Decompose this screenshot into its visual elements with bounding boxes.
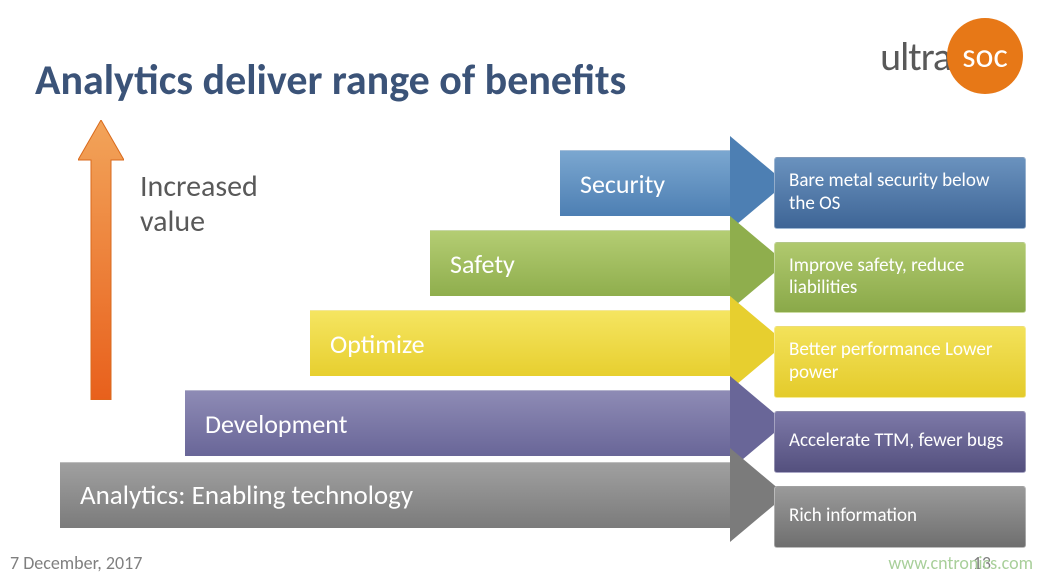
benefit-box-1: Improve safety, reduce liabilities (774, 242, 1026, 314)
stair-label: Safety (450, 248, 515, 280)
stair-label: Security (580, 168, 665, 200)
logo-text-left: ultra (880, 32, 951, 81)
benefit-text: Bare metal security below the OS (789, 170, 1011, 216)
benefit-box-2: Better performance Lower power (774, 326, 1026, 398)
footer-url: www.cntronics.com (888, 552, 1033, 574)
logo-text-circle: soc (962, 36, 1008, 77)
stair-body: Safety (430, 230, 730, 296)
stair-body: Security (560, 150, 730, 216)
page-title: Analytics deliver range of benefits (35, 55, 626, 106)
benefit-box-3: Accelerate TTM, fewer bugs (774, 411, 1026, 473)
benefit-box-4: Rich information (774, 486, 1026, 548)
stair-label: Analytics: Enabling technology (80, 479, 413, 512)
footer-date: 7 December, 2017 (10, 552, 142, 574)
benefit-text: Accelerate TTM, fewer bugs (789, 430, 1003, 453)
stair-label: Development (205, 408, 347, 440)
stair-body: Analytics: Enabling technology (60, 462, 730, 528)
benefits-column: Bare metal security below the OS Improve … (774, 157, 1026, 548)
stair-body: Development (185, 390, 730, 456)
logo-circle: soc (947, 18, 1023, 94)
stair-level-4: Analytics: Enabling technology (60, 462, 786, 528)
benefit-text: Improve safety, reduce liabilities (789, 255, 1011, 301)
stair-level-1: Safety (430, 230, 786, 296)
stair-body: Optimize (310, 310, 730, 376)
stair-level-3: Development (185, 390, 786, 456)
benefit-text: Better performance Lower power (789, 339, 1011, 385)
staircase-diagram: Security Safety Optimize Development Analyti… (60, 150, 780, 540)
stair-level-2: Optimize (310, 310, 786, 376)
stair-label: Optimize (330, 328, 425, 360)
logo: ultra soc (880, 18, 1023, 94)
benefit-text: Rich information (789, 505, 917, 528)
stair-level-0: Security (560, 150, 786, 216)
benefit-box-0: Bare metal security below the OS (774, 157, 1026, 229)
